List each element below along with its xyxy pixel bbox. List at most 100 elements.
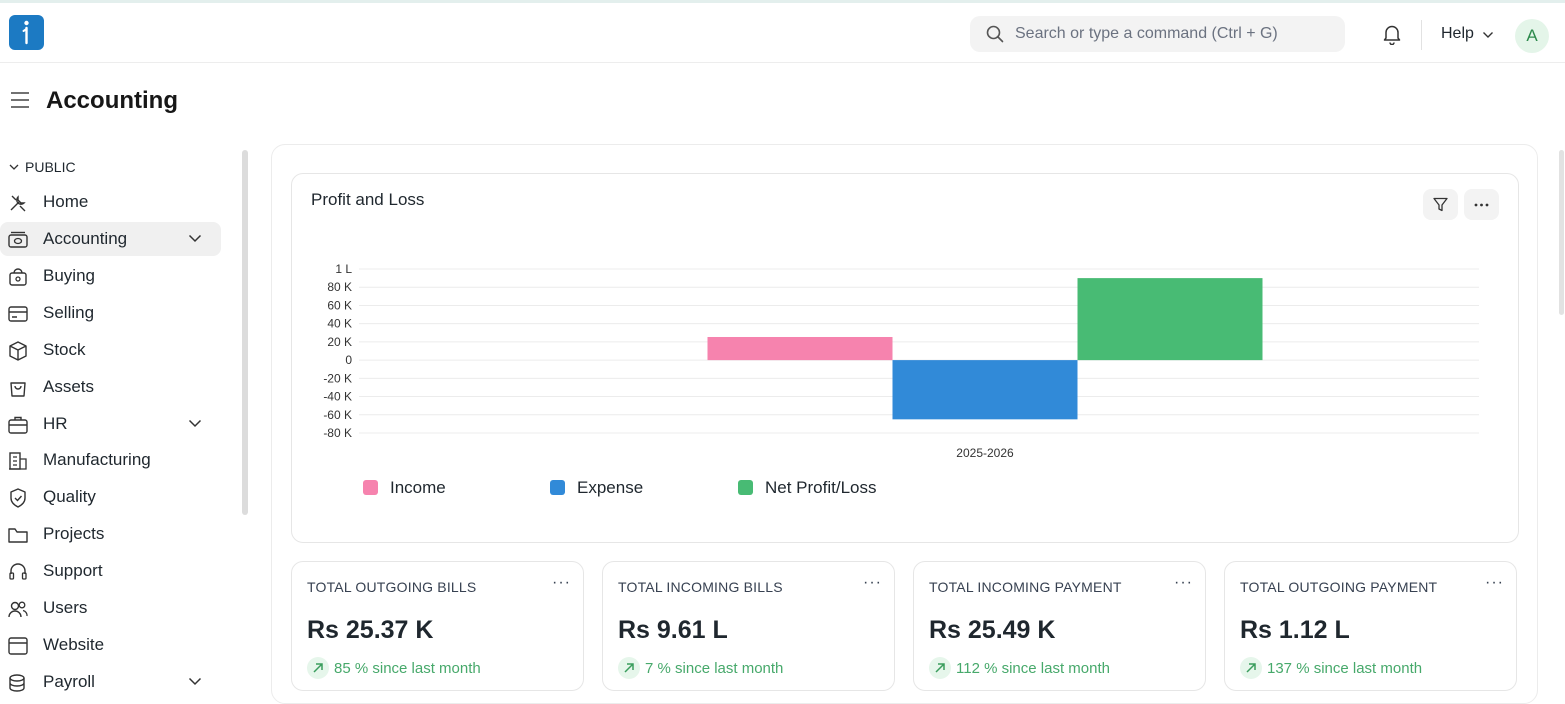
trend-up-icon (929, 657, 951, 679)
sidebar-item-users[interactable]: Users (0, 591, 221, 625)
trend-up-icon (307, 657, 329, 679)
sidebar-scrollbar[interactable] (242, 150, 248, 515)
stat-more-icon[interactable]: ··· (1174, 574, 1193, 591)
y-tick-label: 1 L (335, 262, 352, 276)
tools-icon (10, 195, 26, 212)
sidebar-item-website[interactable]: Website (0, 628, 221, 662)
sidebar-item-home[interactable]: Home (0, 185, 221, 219)
chart-more-button[interactable] (1464, 189, 1499, 220)
sidebar-section-public[interactable]: PUBLIC (9, 159, 76, 175)
assets-icon (10, 382, 26, 397)
y-tick-label: 60 K (327, 298, 352, 312)
legend-swatch (738, 480, 753, 495)
x-tick-label: 2025-2026 (956, 446, 1014, 460)
stat-card-total-incoming-payment[interactable]: TOTAL INCOMING PAYMENT ··· Rs 25.49 K 11… (913, 561, 1206, 691)
trend-up-icon (618, 657, 640, 679)
y-tick-label: 40 K (327, 317, 352, 331)
stat-title: TOTAL OUTGOING PAYMENT (1240, 579, 1438, 595)
bell-icon[interactable] (1381, 23, 1403, 45)
briefcase-icon (8, 416, 28, 434)
stat-trend-text: 7 % since last month (645, 660, 784, 677)
help-menu[interactable]: Help (1441, 25, 1474, 42)
hamburger-menu-icon[interactable] (10, 90, 30, 110)
top-navbar: Help A (0, 0, 1565, 63)
sidebar-section-label: PUBLIC (25, 159, 76, 175)
sidebar-item-label: Users (43, 598, 88, 617)
accounting-icon (8, 231, 28, 248)
filter-icon (1433, 197, 1448, 212)
trend-up-icon (1240, 657, 1262, 679)
sidebar-item-label: HR (43, 414, 68, 433)
y-tick-label: -20 K (323, 371, 352, 385)
users-icon (8, 601, 28, 618)
stat-value: Rs 9.61 L (618, 616, 728, 644)
legend-swatch (550, 480, 565, 495)
sidebar-item-manufacturing[interactable]: Manufacturing (0, 443, 221, 477)
stat-trend-text: 85 % since last month (334, 660, 481, 677)
sidebar-item-label: Manufacturing (43, 450, 151, 469)
stat-title: TOTAL OUTGOING BILLS (307, 579, 477, 595)
buying-icon (9, 268, 27, 286)
sidebar-item-projects[interactable]: Projects (0, 517, 221, 551)
bar-income (707, 336, 893, 361)
app-logo[interactable] (9, 15, 44, 50)
sidebar-item-label: Home (43, 192, 89, 211)
sidebar-item-label: Support (43, 561, 103, 580)
sidebar-item-quality[interactable]: Quality (0, 480, 221, 514)
sidebar-item-label: Projects (43, 524, 105, 543)
sidebar-item-label: Selling (43, 303, 95, 322)
logo-icon (22, 20, 29, 45)
legend-swatch (363, 480, 378, 495)
chevron-down-icon[interactable] (1482, 31, 1494, 39)
sidebar-item-accounting[interactable]: Accounting (0, 222, 221, 256)
more-dots-icon (1474, 203, 1489, 207)
chevron-down-icon[interactable] (188, 677, 202, 686)
legend-label: Expense (577, 478, 644, 497)
chevron-down-icon[interactable] (188, 234, 202, 243)
stat-trend-text: 137 % since last month (1267, 660, 1423, 677)
sidebar-item-label: Stock (43, 340, 86, 359)
stat-more-icon[interactable]: ··· (552, 574, 571, 591)
chevron-down-icon[interactable] (188, 419, 202, 428)
sidebar-item-label: Assets (43, 377, 95, 396)
page-title: Accounting (46, 87, 178, 114)
stat-more-icon[interactable]: ··· (863, 574, 882, 591)
chart-title: Profit and Loss (311, 190, 425, 209)
folder-icon (8, 528, 28, 543)
chart-filter-button[interactable] (1423, 189, 1458, 220)
sidebar-item-label: Quality (43, 487, 96, 506)
stat-value: Rs 25.49 K (929, 616, 1056, 644)
page-scrollbar[interactable] (1559, 150, 1564, 315)
user-avatar[interactable]: A (1515, 19, 1549, 53)
headset-icon (9, 563, 27, 580)
bar-net-profit-loss (1077, 278, 1263, 361)
building-icon (9, 452, 27, 470)
sidebar-item-support[interactable]: Support (0, 554, 221, 588)
stat-value: Rs 25.37 K (307, 616, 434, 644)
selling-icon (8, 306, 28, 322)
profit-loss-chart: 1 L 80 K 60 K 40 K 20 K 0 -20 K -40 K -60 K -80 K… (323, 262, 1479, 460)
sidebar-item-assets[interactable]: Assets (0, 370, 221, 404)
sidebar-item-payroll[interactable]: Payroll (0, 665, 221, 699)
search-bar[interactable] (970, 16, 1345, 52)
y-tick-label: 0 (345, 353, 352, 367)
stat-more-icon[interactable]: ··· (1485, 574, 1504, 591)
navbar-divider (1421, 20, 1422, 50)
sidebar-item-buying[interactable]: Buying (0, 259, 221, 293)
sidebar-item-label: Accounting (43, 229, 128, 248)
search-icon (986, 25, 1004, 43)
stat-card-total-incoming-bills[interactable]: TOTAL INCOMING BILLS ··· Rs 9.61 L 7 % s… (602, 561, 895, 691)
y-tick-label: 20 K (327, 335, 352, 349)
stat-title: TOTAL INCOMING PAYMENT (929, 579, 1122, 595)
browser-icon (8, 637, 28, 655)
chevron-down-icon (9, 164, 19, 170)
search-input[interactable] (1015, 16, 1335, 52)
stat-card-total-outgoing-bills[interactable]: TOTAL OUTGOING BILLS ··· Rs 25.37 K 85 %… (291, 561, 584, 691)
bar-expense (892, 360, 1078, 420)
y-tick-label: -40 K (323, 390, 352, 404)
stat-card-total-outgoing-payment[interactable]: TOTAL OUTGOING PAYMENT ··· Rs 1.12 L 137… (1224, 561, 1517, 691)
sidebar-item-stock[interactable]: Stock (0, 333, 221, 367)
sidebar-item-hr[interactable]: HR (0, 407, 221, 441)
sidebar-item-selling[interactable]: Selling (0, 296, 221, 330)
chart-card (291, 173, 1519, 543)
